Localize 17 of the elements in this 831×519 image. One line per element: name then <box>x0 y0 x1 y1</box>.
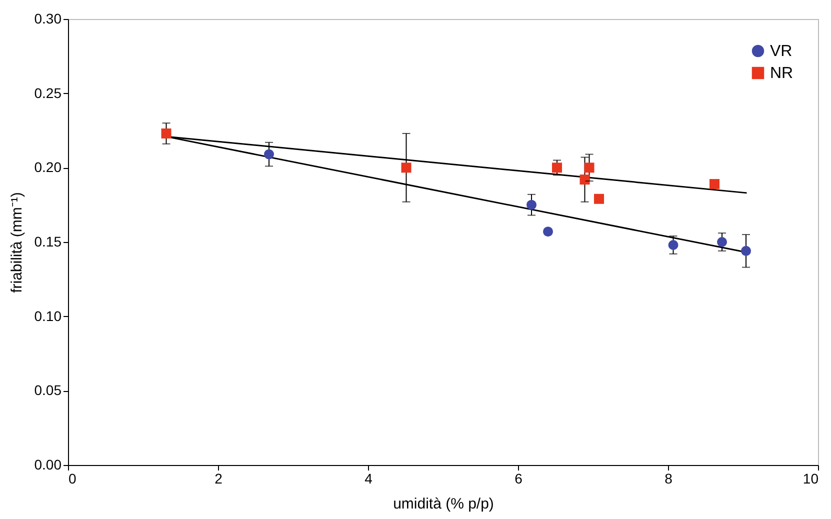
y-tick-label: 0.05 <box>34 382 62 398</box>
x-tick-label: 4 <box>364 470 373 486</box>
x-tick-label: 8 <box>664 470 673 486</box>
x-axis-title: umidità (% p/p) <box>393 496 494 512</box>
x-tick-label: 10 <box>802 470 819 486</box>
legend-label: NR <box>770 65 794 82</box>
y-tick-label: 0.15 <box>34 234 62 250</box>
x-tick-label: 6 <box>514 470 523 486</box>
y-axis-title: friabilità (mm⁻¹) <box>8 192 26 293</box>
x-tick-label: 2 <box>214 470 223 486</box>
y-tick-label: 0.00 <box>34 456 62 472</box>
y-tick-label: 0.30 <box>34 10 62 26</box>
y-tick-label: 0.25 <box>34 84 62 101</box>
y-tick-label: 0.20 <box>34 159 62 176</box>
x-tick-label: 0 <box>68 470 76 486</box>
legend-label: VR <box>770 43 792 60</box>
y-tick-label: 0.10 <box>34 308 62 324</box>
